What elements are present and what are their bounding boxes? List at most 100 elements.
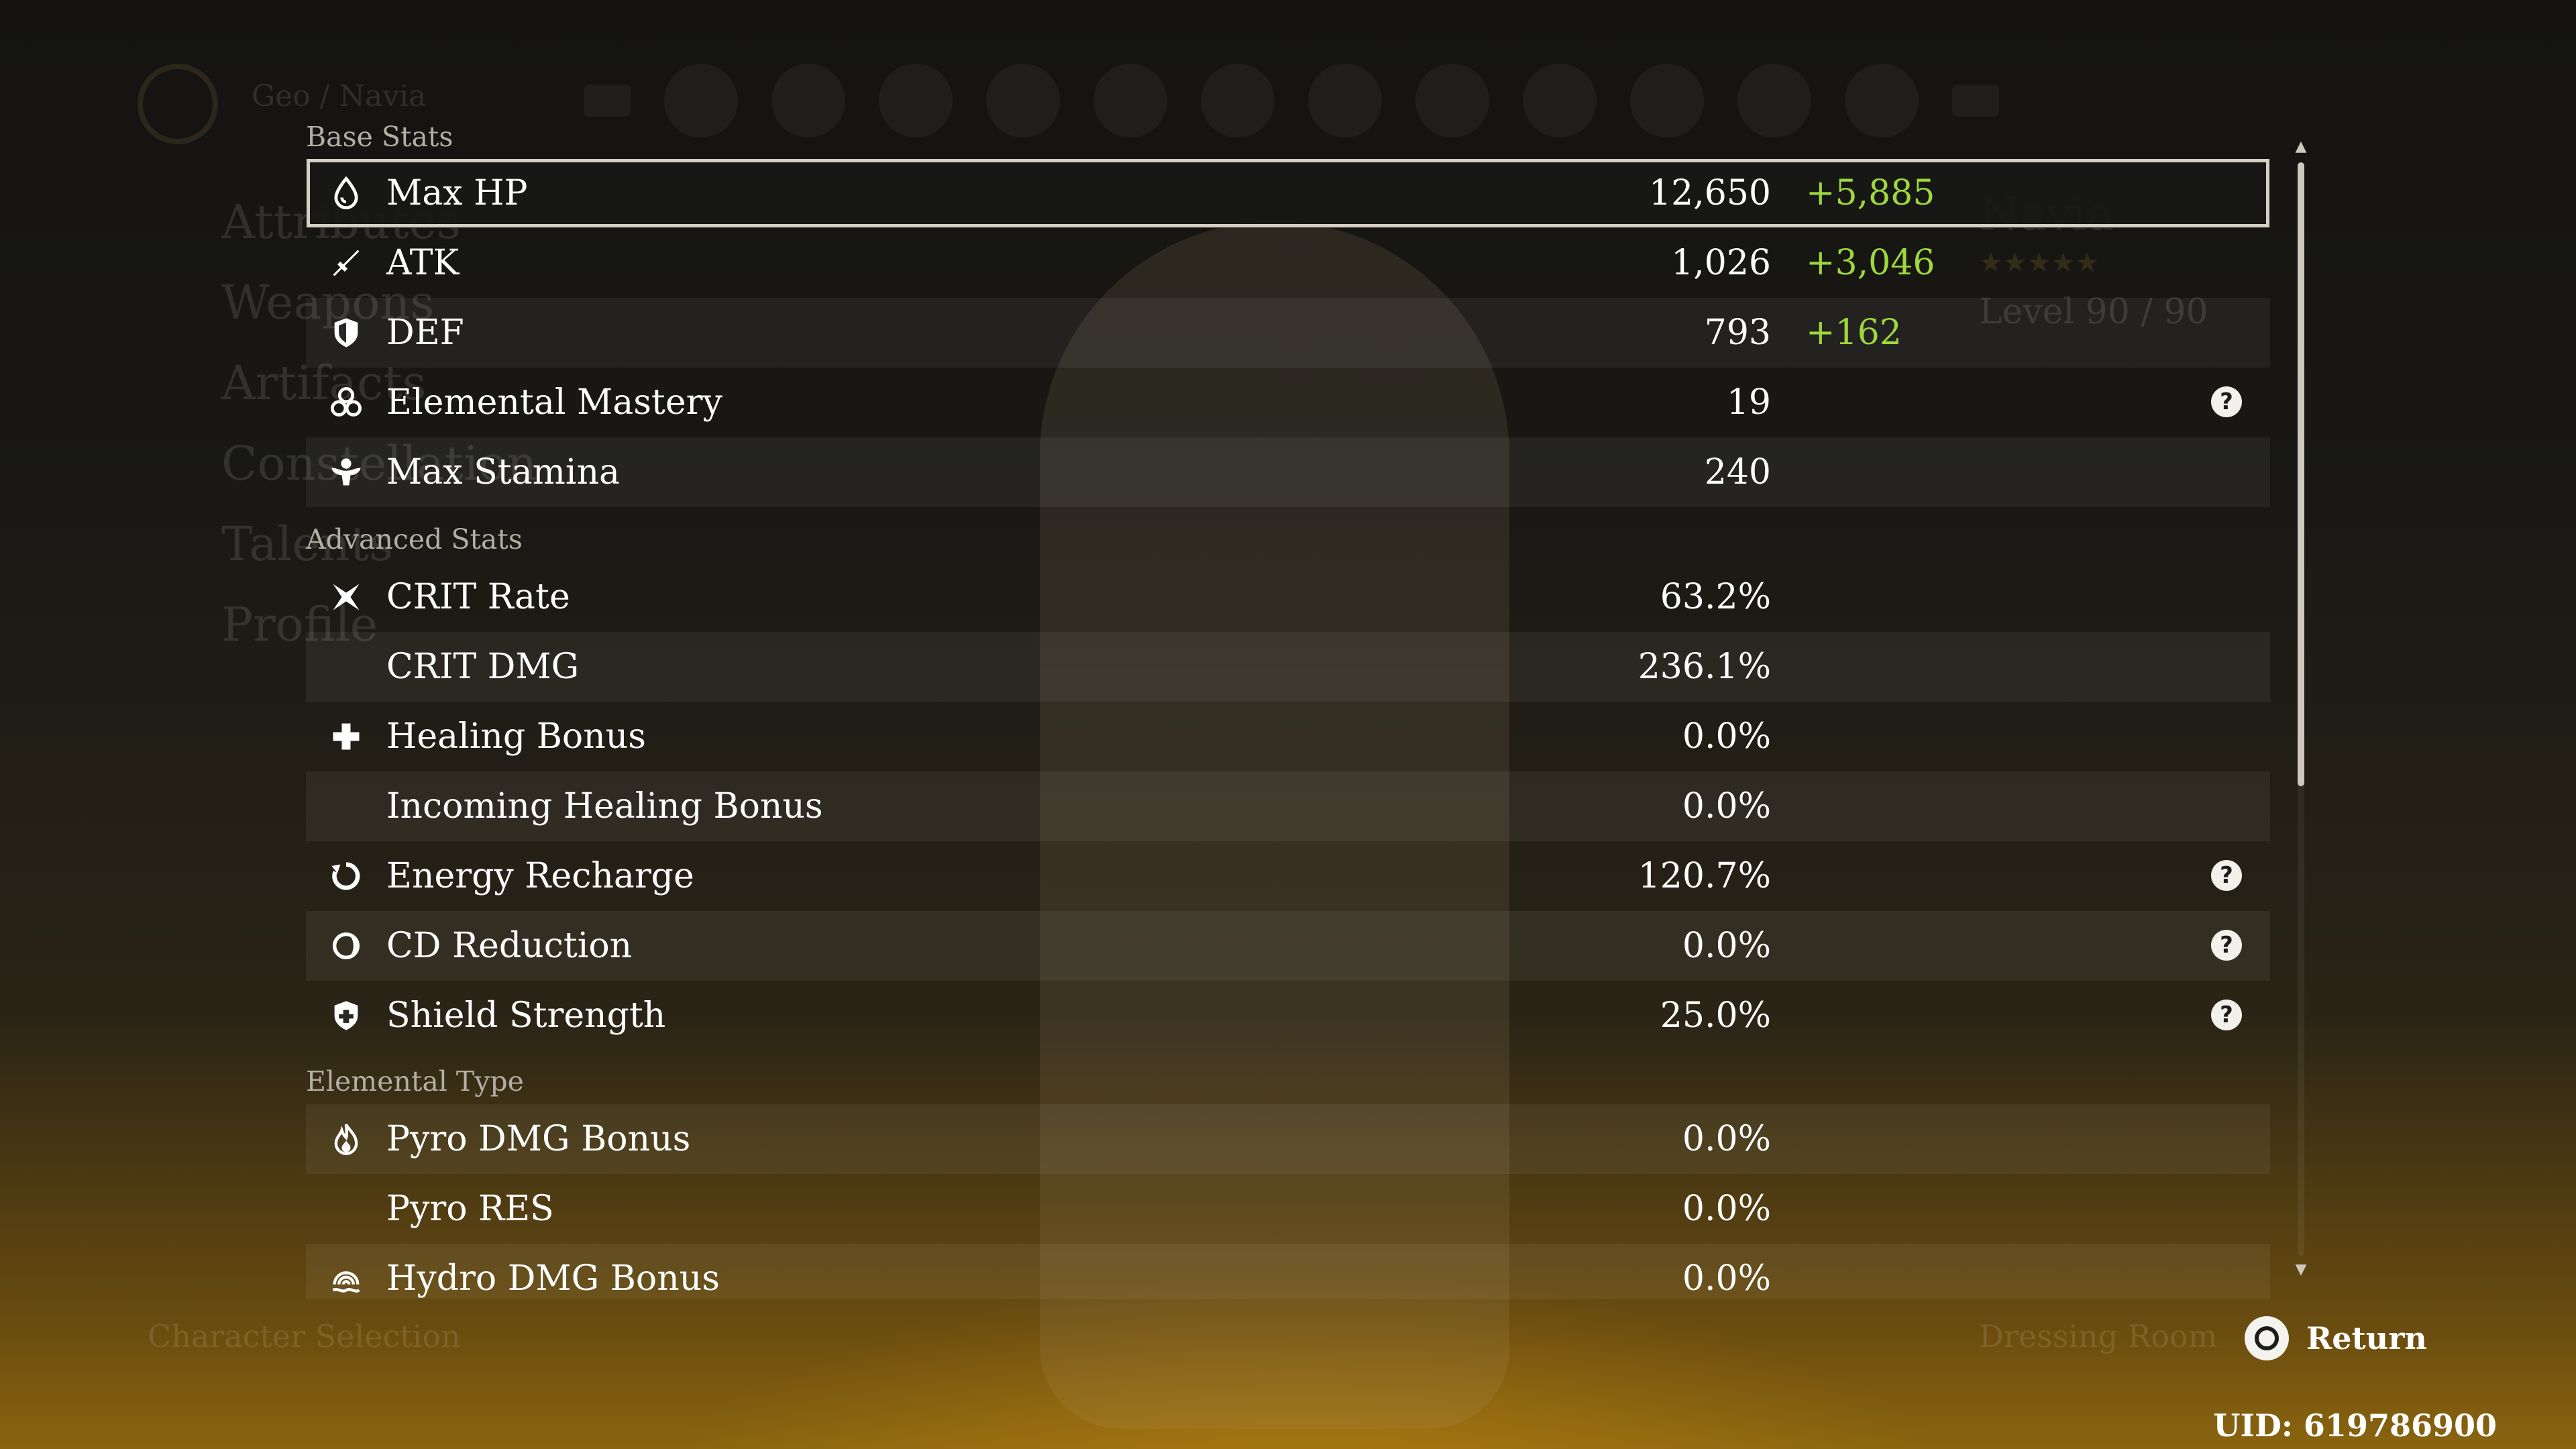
- stat-row-elemental-mastery[interactable]: Elemental Mastery 19 ?: [306, 368, 2270, 437]
- stat-name: Pyro RES: [386, 1189, 554, 1229]
- dressing-room-hint: Dressing Room: [1979, 1318, 2218, 1354]
- stat-row-pyro-dmg-bonus[interactable]: Pyro DMG Bonus 0.0%: [306, 1104, 2270, 1174]
- avatar: [1523, 64, 1597, 138]
- hp-drop-icon: [306, 158, 386, 228]
- stat-name: Max HP: [386, 173, 528, 213]
- stat-value: 19: [1726, 382, 1771, 423]
- healing-cross-icon: [306, 702, 386, 771]
- avatar: [1737, 64, 1811, 138]
- help-icon[interactable]: ?: [2211, 1000, 2242, 1030]
- stat-name: Energy Recharge: [386, 856, 694, 896]
- stat-value: 0.0%: [1682, 716, 1771, 757]
- character-level: Level 90 / 90: [1979, 292, 2208, 332]
- elemental-mastery-icon: [306, 368, 386, 437]
- scroll-down-icon: ▼: [2295, 1261, 2307, 1278]
- stat-name: Healing Bonus: [386, 716, 646, 757]
- scroll-up-icon: ▲: [2295, 138, 2307, 155]
- stats-scrollbar[interactable]: ▲ ▼: [2296, 140, 2307, 1277]
- stat-value: 793: [1704, 313, 1771, 353]
- stat-value: 0.0%: [1682, 786, 1771, 826]
- menu-item: Constellation: [221, 436, 537, 491]
- stat-bonus: +162: [1806, 313, 1902, 353]
- rt-button-icon: [1952, 85, 1999, 117]
- stat-name: Elemental Mastery: [386, 382, 722, 423]
- stat-name: Incoming Healing Bonus: [386, 786, 823, 826]
- atk-sword-icon: [306, 228, 386, 298]
- breadcrumb: Geo / Navia: [252, 79, 427, 113]
- stat-name: Hydro DMG Bonus: [386, 1258, 720, 1299]
- stat-bonus: +5,885: [1806, 173, 1935, 213]
- return-label: Return: [2306, 1320, 2427, 1356]
- stat-value: 0.0%: [1682, 1119, 1771, 1159]
- stat-value: 12,650: [1649, 173, 1771, 213]
- help-icon[interactable]: ?: [2211, 860, 2242, 891]
- elemental-stats-list: Pyro DMG Bonus 0.0% Pyro RES 0.0% Hydro …: [306, 1104, 2270, 1299]
- stat-value: 0.0%: [1682, 1189, 1771, 1229]
- crit-rate-icon: [306, 562, 386, 632]
- lt-button-icon: [584, 85, 631, 117]
- cd-reduction-icon: [306, 911, 386, 981]
- party-avatars: [584, 64, 1999, 138]
- stat-name: Pyro DMG Bonus: [386, 1119, 691, 1159]
- avatar: [1201, 64, 1275, 138]
- stat-value: 240: [1704, 452, 1771, 492]
- stat-value: 63.2%: [1660, 577, 1771, 617]
- circle-button-icon: [2245, 1316, 2289, 1360]
- stamina-icon: [306, 437, 386, 507]
- stat-row-max-stamina[interactable]: Max Stamina 240: [306, 437, 2270, 507]
- stat-name: ATK: [386, 243, 460, 283]
- stat-name: DEF: [386, 313, 464, 353]
- stat-value: 1,026: [1671, 243, 1771, 283]
- stat-row-cd-reduction[interactable]: CD Reduction 0.0% ?: [306, 911, 2270, 981]
- stat-row-pyro-res[interactable]: Pyro RES 0.0%: [306, 1174, 2270, 1244]
- stat-value: 0.0%: [1682, 926, 1771, 966]
- stat-bonus: +3,046: [1806, 243, 1935, 283]
- stat-row-healing-bonus[interactable]: Healing Bonus 0.0%: [306, 702, 2270, 771]
- avatar: [1415, 64, 1489, 138]
- avatar: [879, 64, 953, 138]
- stat-name: CRIT DMG: [386, 647, 580, 687]
- section-elemental-type: Elemental Type: [306, 1065, 524, 1097]
- avatar: [986, 64, 1060, 138]
- stat-row-hydro-dmg-bonus[interactable]: Hydro DMG Bonus 0.0%: [306, 1244, 2270, 1299]
- scroll-thumb[interactable]: [2298, 162, 2304, 786]
- avatar: [1308, 64, 1382, 138]
- section-advanced-stats: Advanced Stats: [306, 523, 523, 555]
- avatar: [1630, 64, 1704, 138]
- avatar: [1093, 64, 1167, 138]
- stat-row-crit-rate[interactable]: CRIT Rate 63.2%: [306, 562, 2270, 632]
- stat-row-energy-recharge[interactable]: Energy Recharge 120.7% ?: [306, 841, 2270, 911]
- pyro-icon: [306, 1104, 386, 1174]
- rarity-stars: ★★★★★: [1979, 248, 2100, 278]
- stat-name: CRIT Rate: [386, 577, 570, 617]
- stat-row-shield-strength[interactable]: Shield Strength 25.0% ?: [306, 981, 2270, 1051]
- stat-row-crit-dmg[interactable]: CRIT DMG 236.1%: [306, 632, 2270, 702]
- character-selection-hint: Character Selection: [148, 1318, 461, 1354]
- character-portrait: [1040, 221, 1509, 1429]
- stat-row-atk[interactable]: ATK 1,026 +3,046: [306, 228, 2270, 298]
- stat-row-incoming-healing-bonus[interactable]: Incoming Healing Bonus 0.0%: [306, 771, 2270, 841]
- avatar: [664, 64, 738, 138]
- section-base-stats: Base Stats: [306, 121, 453, 153]
- menu-item: Talents: [221, 517, 393, 572]
- def-shield-icon: [306, 298, 386, 368]
- stat-value: 236.1%: [1638, 647, 1771, 687]
- element-geo-icon: [138, 64, 218, 144]
- hydro-icon: [306, 1244, 386, 1299]
- stat-name: CD Reduction: [386, 926, 633, 966]
- avatar: [1845, 64, 1919, 138]
- stat-row-def[interactable]: DEF 793 +162: [306, 298, 2270, 368]
- energy-recharge-icon: [306, 841, 386, 911]
- stat-row-max-hp[interactable]: Max HP 12,650 +5,885: [306, 158, 2270, 228]
- base-stats-list: Max HP 12,650 +5,885 ATK 1,026 +3,046 DE…: [306, 158, 2270, 507]
- return-button[interactable]: Return: [2245, 1316, 2427, 1360]
- advanced-stats-list: CRIT Rate 63.2% CRIT DMG 236.1% Healing …: [306, 562, 2270, 1051]
- help-icon[interactable]: ?: [2211, 930, 2242, 961]
- avatar: [771, 64, 845, 138]
- menu-item: Artifacts: [221, 356, 427, 411]
- shield-strength-icon: [306, 981, 386, 1051]
- stat-value: 25.0%: [1660, 996, 1771, 1036]
- help-icon[interactable]: ?: [2211, 386, 2242, 417]
- stat-name: Max Stamina: [386, 452, 621, 492]
